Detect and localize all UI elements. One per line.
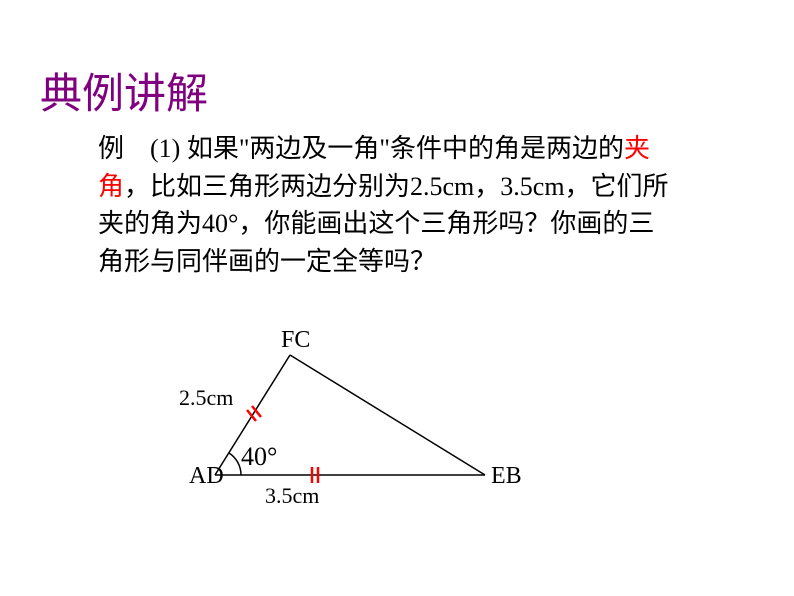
body-pre: 例 (1) 如果"两边及一角"条件中的角是两边的 — [98, 134, 624, 163]
vertex-c: FC — [281, 327, 310, 353]
triangle-diagram: 2.5cm 3.5cm 40° AD EB FC — [185, 335, 585, 535]
label-ab: 3.5cm — [265, 483, 319, 508]
body-post: ，比如三角形两边分别为2.5cm，3.5cm，它们所夹的角为40°，你能画出这个… — [98, 172, 669, 276]
label-angle: 40° — [241, 442, 277, 471]
side-bc — [290, 355, 485, 475]
example-body: 例 (1) 如果"两边及一角"条件中的角是两边的夹角，比如三角形两边分别为2.5… — [98, 130, 678, 281]
section-heading: 典例讲解 — [40, 60, 208, 121]
vertex-a: AD — [189, 463, 224, 489]
angle-arc — [229, 453, 241, 475]
label-ac: 2.5cm — [179, 385, 233, 410]
triangle-svg: 2.5cm 3.5cm 40° AD EB FC — [185, 335, 585, 535]
vertex-b: EB — [491, 463, 522, 489]
